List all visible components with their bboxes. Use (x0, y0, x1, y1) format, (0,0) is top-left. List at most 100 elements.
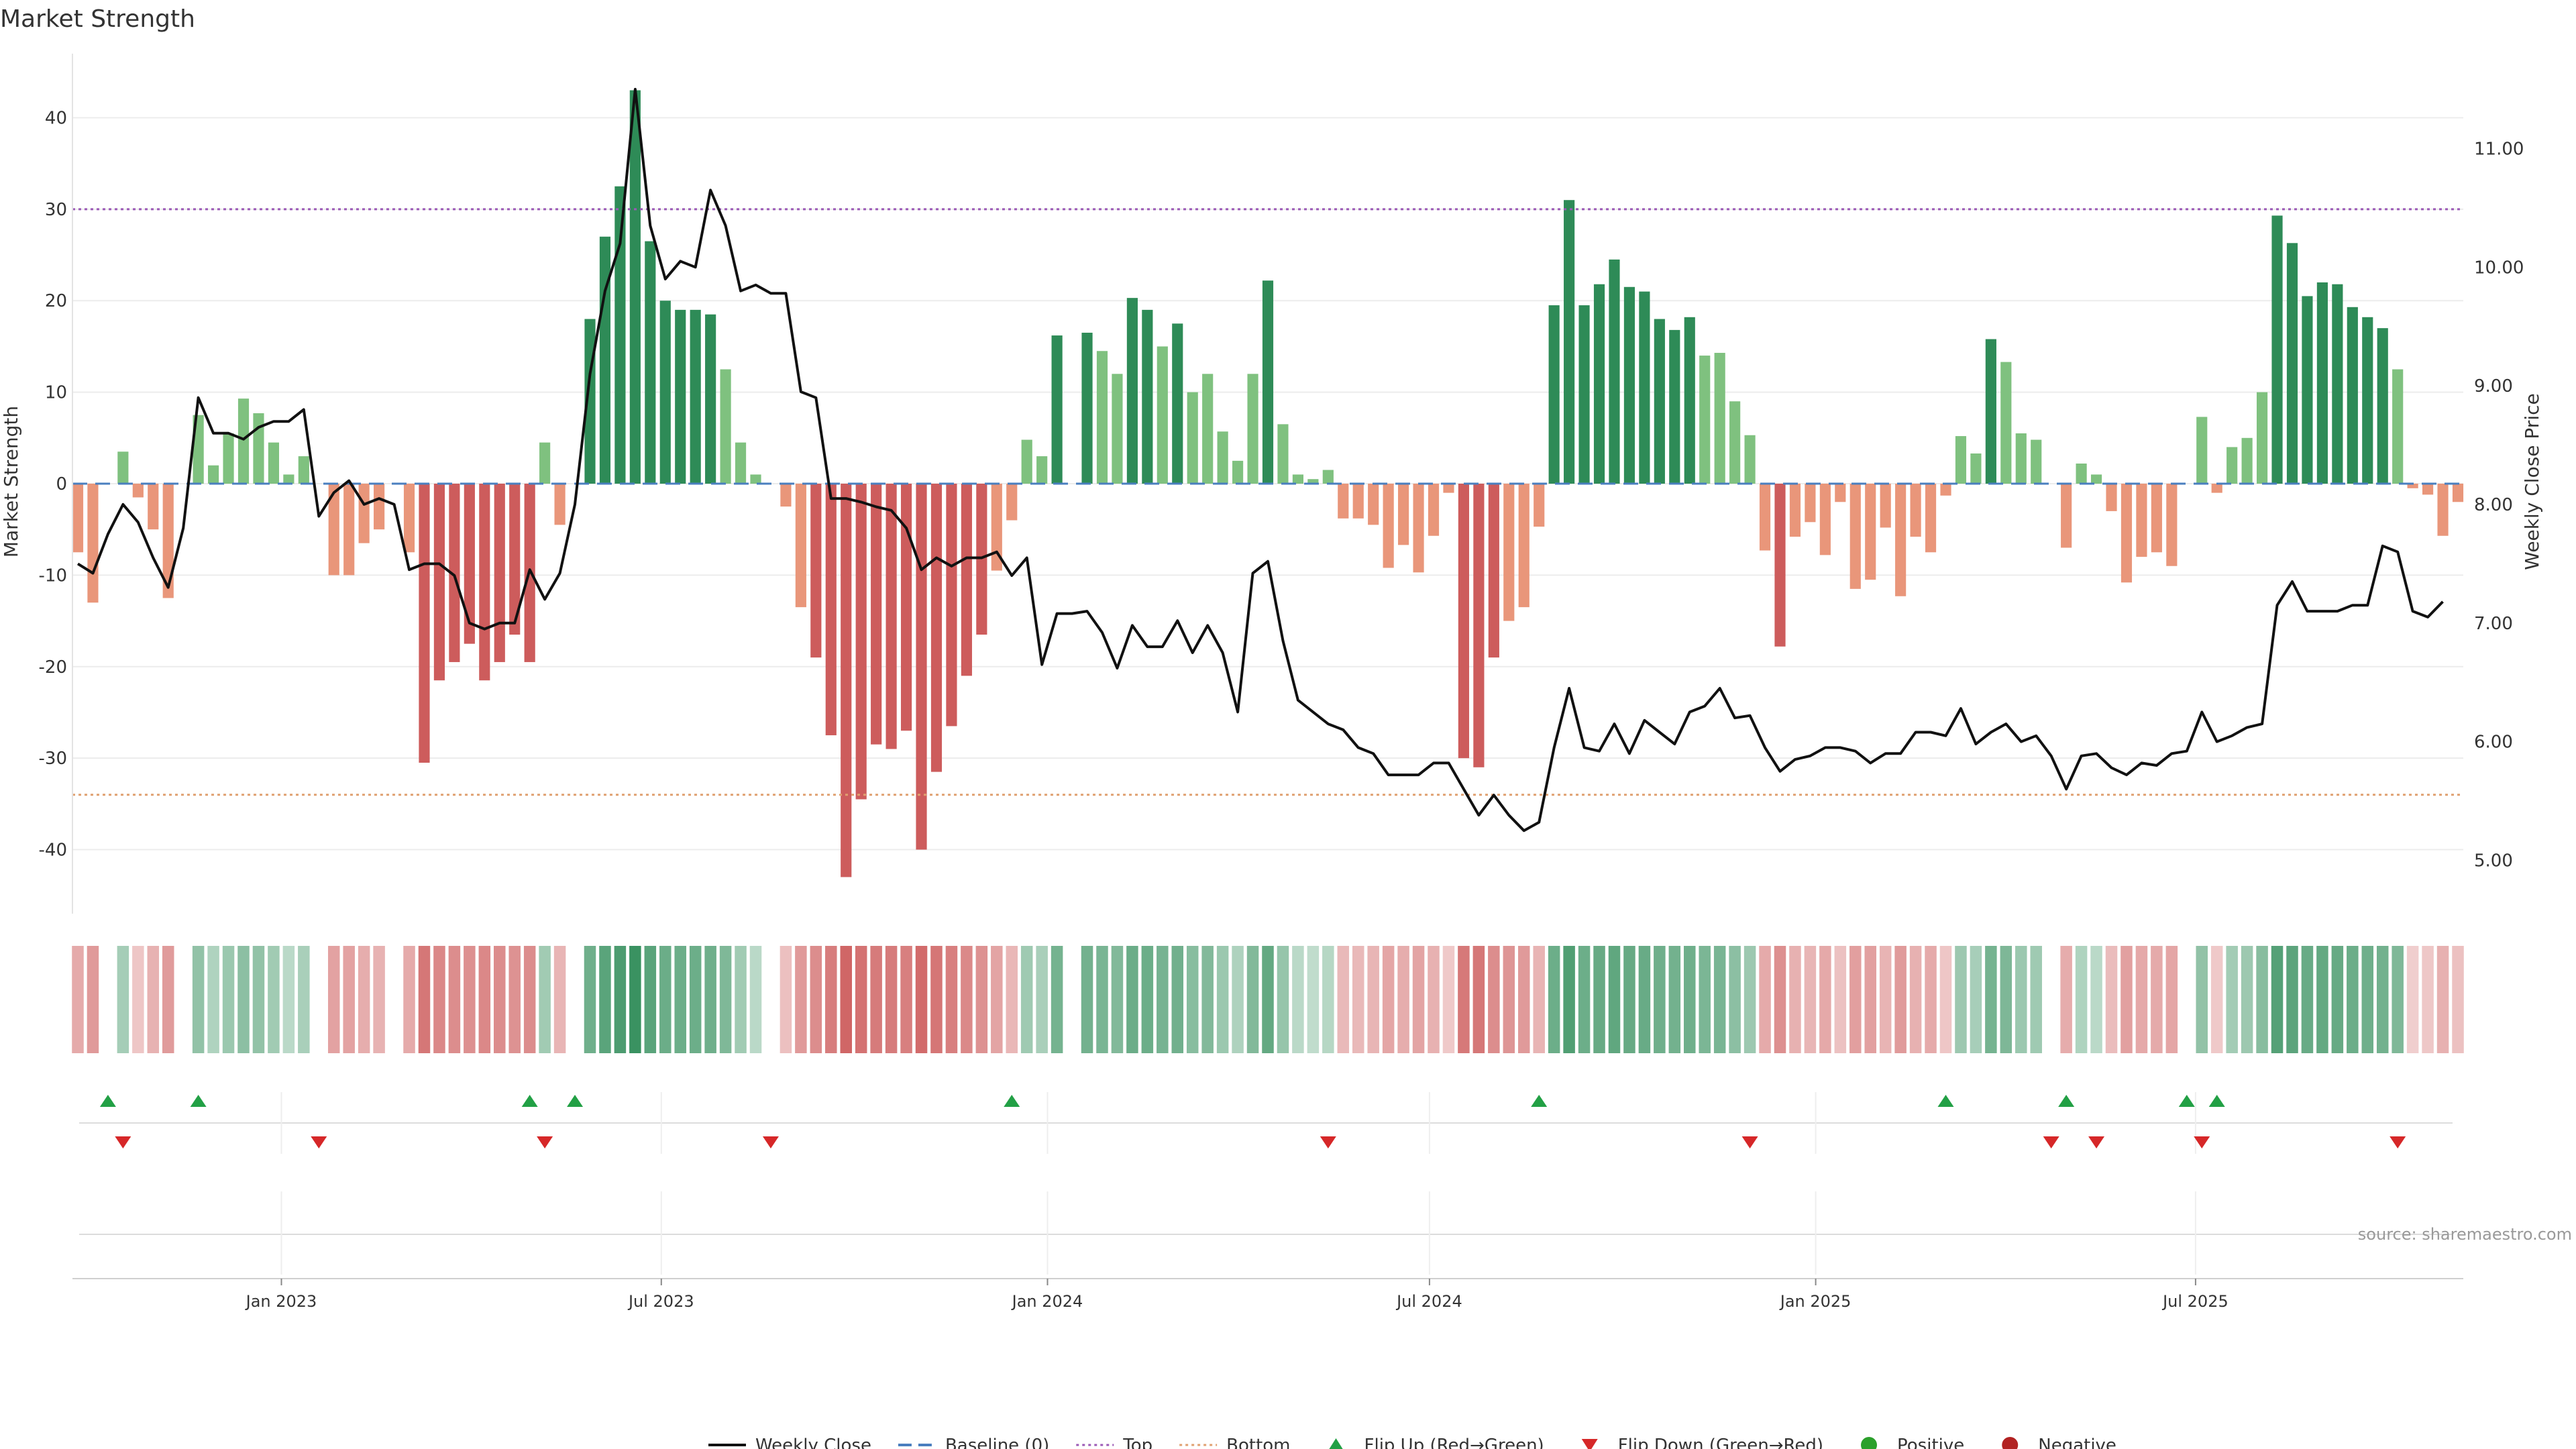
reference-lines (72, 208, 2463, 796)
strength-bar (2211, 484, 2222, 493)
heat-cell (1864, 946, 1876, 1053)
strength-bar (1217, 431, 1228, 484)
heat-cell (2060, 946, 2072, 1053)
flip-down-marker (1741, 1136, 1758, 1148)
heat-cell (599, 946, 611, 1053)
flip-up-marker (1004, 1095, 1020, 1107)
strength-bar (1142, 309, 1153, 484)
flip-down-marker (2194, 1136, 2210, 1148)
flip-down-marker (2043, 1136, 2059, 1148)
heat-cell (494, 946, 506, 1053)
heat-cell (704, 946, 716, 1053)
heat-cell (1352, 946, 1364, 1053)
heat-cell (2165, 946, 2178, 1053)
strength-bar (2000, 362, 2012, 484)
heat-cell (2151, 946, 2163, 1053)
strength-bar (403, 484, 415, 553)
heat-cell (508, 946, 521, 1053)
strength-bar (2332, 284, 2343, 484)
heat-cell (1548, 946, 1560, 1053)
heat-cell (1517, 946, 1530, 1053)
y-tick-label: 20 (45, 291, 67, 311)
heat-cell (478, 946, 491, 1053)
strength-bar (2061, 484, 2072, 548)
strength-bar (1292, 474, 1303, 484)
strength-bar (374, 484, 385, 530)
heat-cell (1216, 946, 1229, 1053)
legend-label: Weekly Close (755, 1436, 871, 1449)
x-tick-label: Jul 2025 (2161, 1292, 2229, 1311)
strength-bar (930, 484, 943, 772)
heat-cell (1729, 946, 1741, 1053)
strength-bar (795, 484, 806, 608)
heat-cell (1036, 946, 1048, 1053)
heat-cell (1171, 946, 1184, 1053)
strength-bar (539, 442, 551, 484)
strength-bar (1488, 484, 1499, 658)
heat-cell (553, 946, 566, 1053)
legend-label: Positive (1897, 1436, 1964, 1449)
strength-bar (449, 484, 460, 662)
y-tick-label: 0 (56, 474, 67, 494)
strength-bar (2302, 296, 2313, 484)
heat-cell (523, 946, 536, 1053)
strength-bar (1729, 401, 1741, 484)
legend-label: Flip Down (Green→Red) (1618, 1436, 1823, 1449)
strength-bar (2151, 484, 2162, 553)
strength-bar (554, 484, 566, 525)
heat-cell (1277, 946, 1289, 1053)
heat-cell (1141, 946, 1154, 1053)
heat-cell (795, 946, 807, 1053)
strength-bar (132, 484, 144, 498)
strength-bar (1684, 317, 1695, 484)
strength-bar (87, 484, 99, 603)
strength-bar (1277, 424, 1289, 484)
heat-cell (1262, 946, 1274, 1053)
heat-cell (780, 946, 792, 1053)
heat-cell (930, 946, 943, 1053)
heat-cell (1578, 946, 1591, 1053)
strength-bar (750, 474, 761, 484)
strength-bar (1247, 374, 1258, 484)
heat-cell (840, 946, 852, 1053)
strength-bar (1849, 484, 1861, 589)
legend-negative-icon (2002, 1437, 2019, 1449)
strength-bar (1202, 374, 1214, 484)
heat-cell (1428, 946, 1440, 1053)
strength-bar (1895, 484, 1907, 596)
strength-bar (1639, 291, 1650, 484)
legend: Weekly Close Baseline (0) Top Bottom Flip Up… (708, 1436, 2116, 1449)
heat-cell (252, 946, 265, 1053)
heat-cell (719, 946, 732, 1053)
legend-item-baseline: Baseline (0) (898, 1436, 1049, 1449)
legend-item-flip-up: Flip Up (Red→Green) (1329, 1436, 1544, 1449)
strength-bar (1262, 280, 1274, 484)
legend-label: Bottom (1226, 1436, 1290, 1449)
heat-cell (1472, 946, 1485, 1053)
weekly-close-series (76, 88, 2444, 833)
strength-bar (419, 484, 430, 763)
heat-cell (1111, 946, 1124, 1053)
strength-bar (1970, 453, 1982, 484)
strength-bar (2196, 417, 2208, 484)
heat-cell (1051, 946, 1063, 1053)
heat-cell (539, 946, 551, 1053)
heat-cell (1925, 946, 1937, 1053)
strength-bar (253, 413, 264, 484)
heat-cell (2422, 946, 2434, 1053)
strength-bar (1157, 346, 1168, 484)
strength-bar (72, 484, 84, 553)
y-tick-label: 30 (45, 200, 67, 220)
heat-cell (1955, 946, 1967, 1053)
strength-bar (464, 484, 475, 644)
heat-cell (1970, 946, 1982, 1053)
strength-bar (1232, 460, 1244, 484)
strength-bar (2166, 484, 2178, 566)
legend-label: Top (1122, 1436, 1152, 1449)
heat-cell (1246, 946, 1259, 1053)
strength-bar (1548, 305, 1560, 484)
heat-cell (2226, 946, 2238, 1053)
heat-cell (298, 946, 310, 1053)
heat-cell (1804, 946, 1817, 1053)
strength-bar (916, 484, 927, 850)
